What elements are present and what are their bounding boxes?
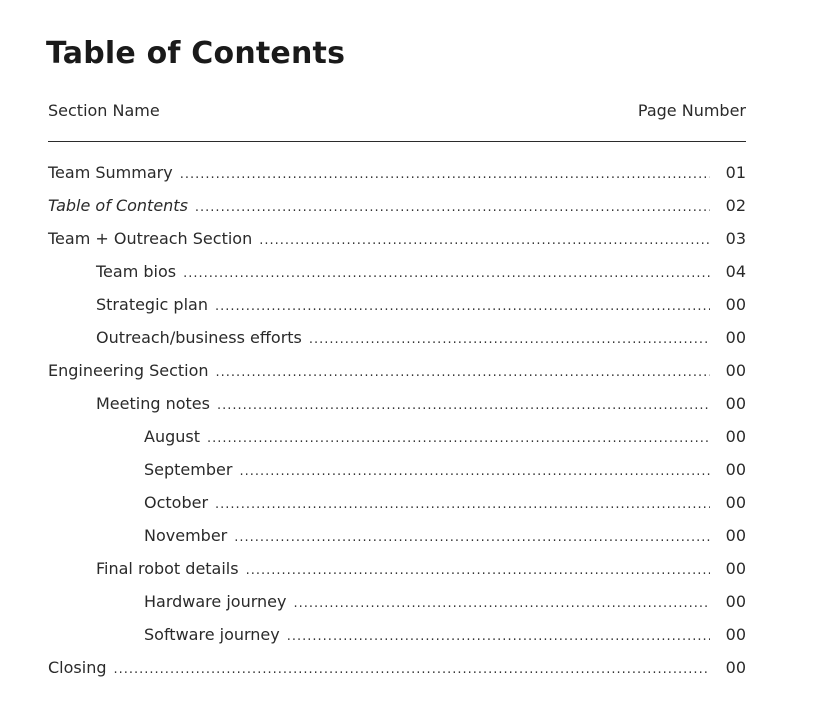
- toc-entry-label: November: [144, 526, 228, 545]
- toc-entry-page: 00: [725, 559, 746, 578]
- toc-entry-page: 00: [725, 295, 746, 314]
- toc-entry-page: 02: [725, 196, 746, 215]
- toc-entry-page: 00: [725, 460, 746, 479]
- toc-entry[interactable]: August 00: [48, 427, 746, 460]
- dot-leader: [234, 530, 710, 545]
- header-divider: [48, 141, 746, 142]
- toc-entry-label: Table of Contents: [48, 196, 188, 215]
- toc-header: Section Name Page Number: [48, 101, 746, 120]
- toc-entry-label: October: [144, 493, 209, 512]
- dot-leader: [239, 464, 710, 479]
- dot-leader: [215, 299, 710, 314]
- toc-entry-page: 00: [725, 592, 746, 611]
- toc-entry[interactable]: Team bios 04: [48, 262, 746, 295]
- toc-entry-label: Team Summary: [48, 163, 173, 182]
- toc-entry-label: Final robot details: [96, 559, 239, 578]
- toc-entry[interactable]: Meeting notes 00: [48, 394, 746, 427]
- toc-entry-label: Team bios: [96, 262, 177, 281]
- dot-leader: [287, 629, 710, 644]
- dot-leader: [259, 233, 710, 248]
- toc-entry[interactable]: Closing 00: [48, 658, 746, 691]
- toc-entry-label: Hardware journey: [144, 592, 287, 611]
- page-number-heading: Page Number: [637, 101, 746, 120]
- toc-entry-label: Software journey: [144, 625, 280, 644]
- toc-entry-page: 03: [725, 229, 746, 248]
- toc-entry-page: 00: [725, 394, 746, 413]
- toc-entry[interactable]: September 00: [48, 460, 746, 493]
- dot-leader: [309, 332, 710, 347]
- dot-leader: [246, 563, 710, 578]
- toc-entry-page: 00: [725, 625, 746, 644]
- toc-entry[interactable]: Strategic plan 00: [48, 295, 746, 328]
- toc-entry[interactable]: October 00: [48, 493, 746, 526]
- toc-entry[interactable]: Engineering Section 00: [48, 361, 746, 394]
- dot-leader: [215, 497, 710, 512]
- toc-entry-page: 00: [725, 361, 746, 380]
- dot-leader: [207, 431, 710, 446]
- page-title: Table of Contents: [46, 36, 346, 72]
- toc-entry[interactable]: Outreach/business efforts 00: [48, 328, 746, 361]
- toc-entry[interactable]: Software journey 00: [48, 625, 746, 658]
- toc-entry-label: Meeting notes: [96, 394, 210, 413]
- toc-entry-page: 01: [725, 163, 746, 182]
- dot-leader: [216, 365, 710, 380]
- toc-entry-page: 00: [725, 658, 746, 677]
- toc-entry-label: Engineering Section: [48, 361, 209, 380]
- toc-entry-page: 00: [725, 526, 746, 545]
- dot-leader: [195, 200, 710, 215]
- toc-entry-page: 00: [725, 493, 746, 512]
- toc-entry-label: Outreach/business efforts: [96, 328, 302, 347]
- dot-leader: [293, 596, 710, 611]
- toc-entry-label: Strategic plan: [96, 295, 208, 314]
- toc-entry[interactable]: Team + Outreach Section 03: [48, 229, 746, 262]
- toc-entry-page: 04: [725, 262, 746, 281]
- dot-leader: [113, 662, 710, 677]
- toc-entry-page: 00: [725, 328, 746, 347]
- section-name-heading: Section Name: [48, 101, 160, 120]
- toc-entry-label: August: [144, 427, 200, 446]
- dot-leader: [183, 266, 710, 281]
- toc-entry[interactable]: Final robot details 00: [48, 559, 746, 592]
- toc-entry-label: Team + Outreach Section: [48, 229, 253, 248]
- toc-entry[interactable]: Hardware journey 00: [48, 592, 746, 625]
- toc-list: Team Summary 01 Table of Contents 02 Team …: [48, 163, 746, 691]
- toc-entry-label: Closing: [48, 658, 107, 677]
- toc-entry[interactable]: Table of Contents 02: [48, 196, 746, 229]
- toc-entry[interactable]: November 00: [48, 526, 746, 559]
- dot-leader: [217, 398, 710, 413]
- dot-leader: [180, 167, 710, 182]
- toc-entry-page: 00: [725, 427, 746, 446]
- toc-entry[interactable]: Team Summary 01: [48, 163, 746, 196]
- toc-entry-label: September: [144, 460, 233, 479]
